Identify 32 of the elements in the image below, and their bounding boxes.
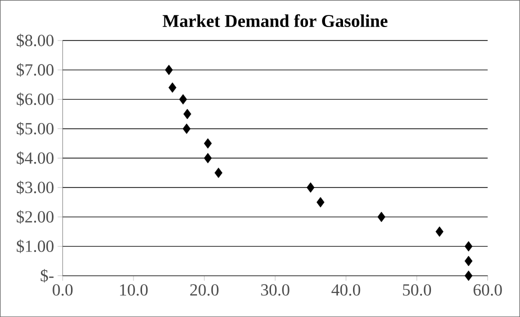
x-tick-label: 0.0 xyxy=(52,284,73,296)
point xyxy=(464,270,472,281)
point xyxy=(204,138,212,149)
point xyxy=(464,256,472,266)
y-tick-label: $3.00 xyxy=(16,180,54,194)
y-tick-label: $2.00 xyxy=(16,210,54,224)
point xyxy=(183,108,192,120)
point xyxy=(204,152,212,164)
x-tick-label: 30.0 xyxy=(261,284,290,296)
point xyxy=(306,182,315,193)
y-tick-label: $7.00 xyxy=(16,63,54,77)
point xyxy=(182,124,191,134)
point xyxy=(214,168,222,178)
x-tick-label: 40.0 xyxy=(332,284,360,296)
y-tick-label: $5.00 xyxy=(16,122,54,136)
x-tick-label: 50.0 xyxy=(403,284,432,296)
x-tick-label: 20.0 xyxy=(190,284,218,296)
point xyxy=(179,94,188,104)
chart-title: Market Demand for Gasoline xyxy=(162,14,388,28)
point xyxy=(164,64,173,76)
y-tick-label: $8.00 xyxy=(16,34,54,48)
point xyxy=(168,82,176,93)
point xyxy=(316,197,324,208)
x-tick-label: 10.0 xyxy=(120,284,148,296)
y-tick-label: $4.00 xyxy=(16,151,54,165)
y-tick-label: $1.00 xyxy=(16,240,54,254)
point xyxy=(377,212,386,222)
y-tick-label: $6.00 xyxy=(16,92,54,106)
point xyxy=(436,226,444,237)
x-tick-label: 60.0 xyxy=(474,284,502,296)
point xyxy=(464,241,472,252)
y-tick-label: $- xyxy=(40,268,54,282)
